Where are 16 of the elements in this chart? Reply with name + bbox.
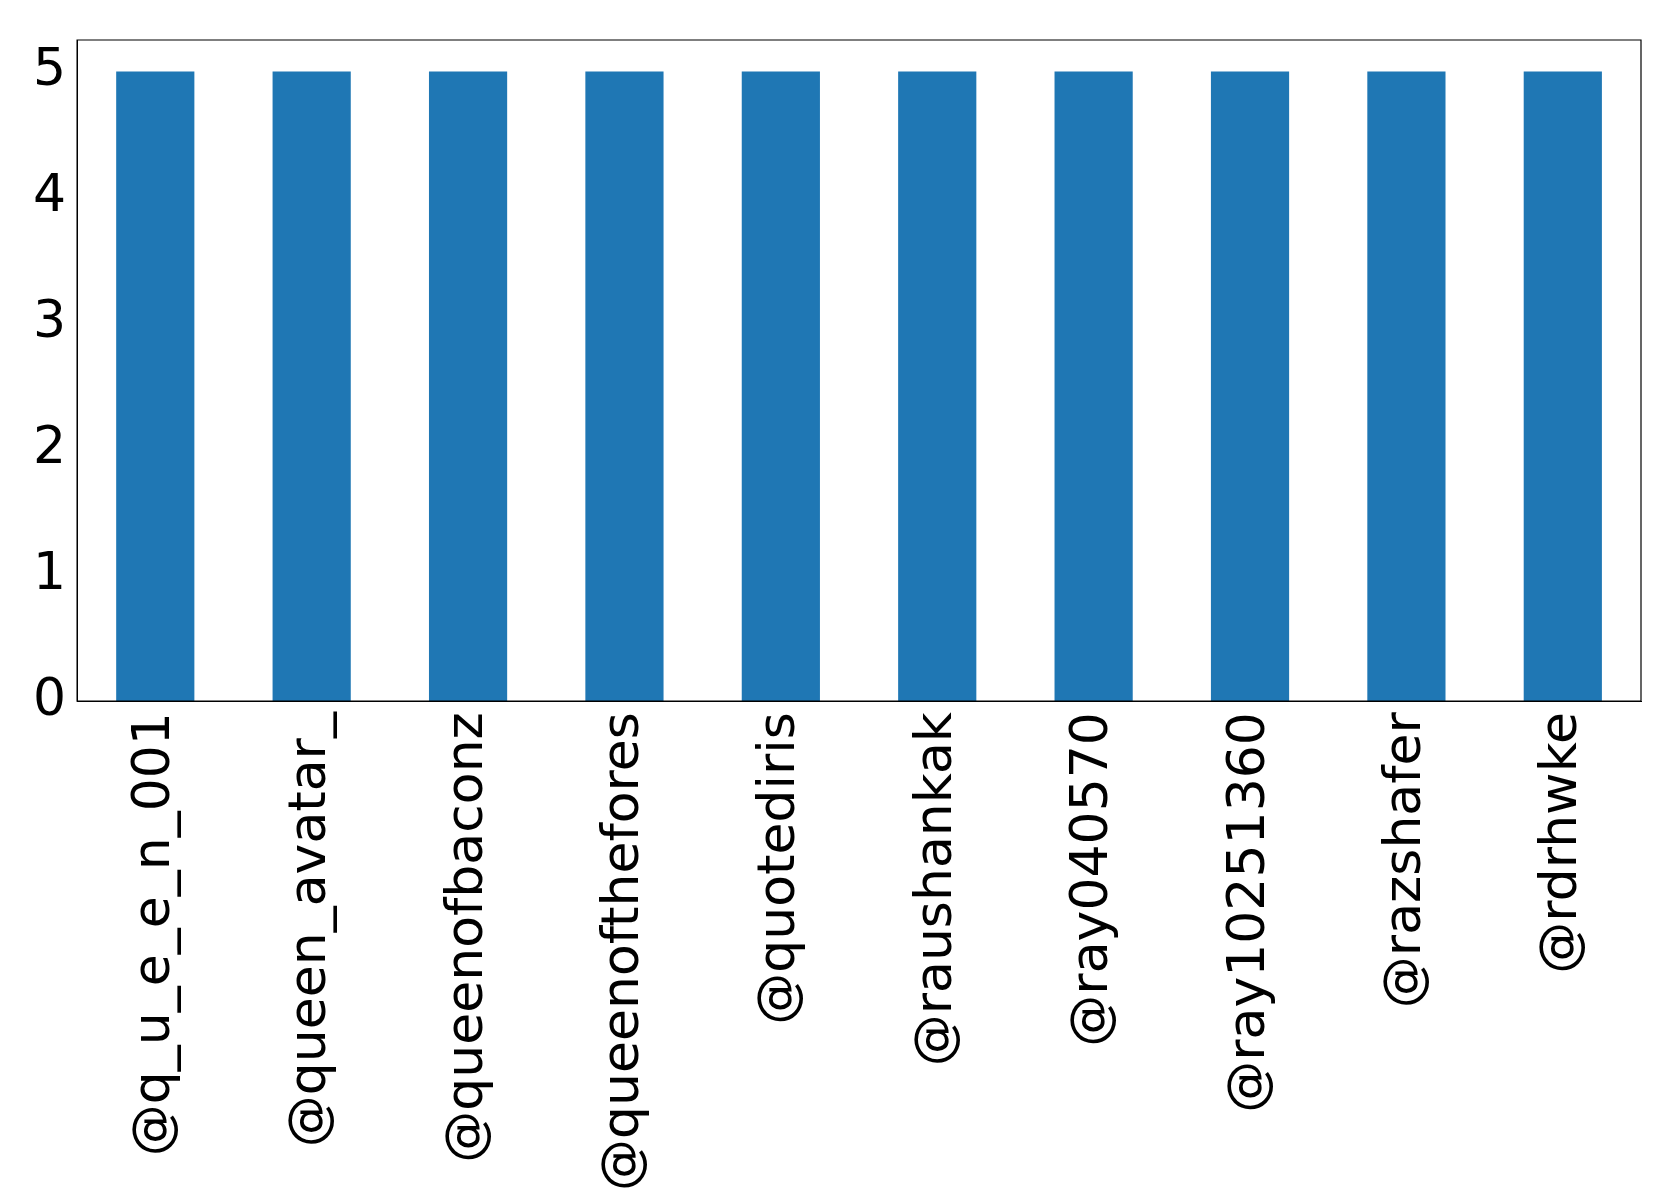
- x-tick-label: @q_u_e_e_n_001: [120, 712, 181, 1157]
- x-tick-label: @queenofthefores: [589, 712, 650, 1192]
- y-tick-label: 0: [32, 666, 67, 727]
- x-tick-label: @queen_avatar_: [277, 711, 338, 1148]
- y-tick-label: 4: [32, 162, 67, 223]
- x-tick-label: @ray10251360: [1215, 712, 1276, 1113]
- y-tick-label: 5: [32, 37, 67, 97]
- x-tick-label: @quotediris: [746, 712, 807, 1025]
- x-tick-label: @raushankak: [902, 712, 963, 1067]
- x-tick-label: @queenofbaconz: [433, 712, 494, 1163]
- x-tick-label: @ray040570: [1059, 712, 1120, 1047]
- y-tick-label: 2: [32, 414, 67, 475]
- y-tick-label: 3: [32, 288, 67, 349]
- x-tick-label: @razshafer: [1371, 711, 1432, 1009]
- x-tick-label: @rdrhwke: [1528, 712, 1589, 974]
- y-tick-label: 1: [32, 540, 67, 601]
